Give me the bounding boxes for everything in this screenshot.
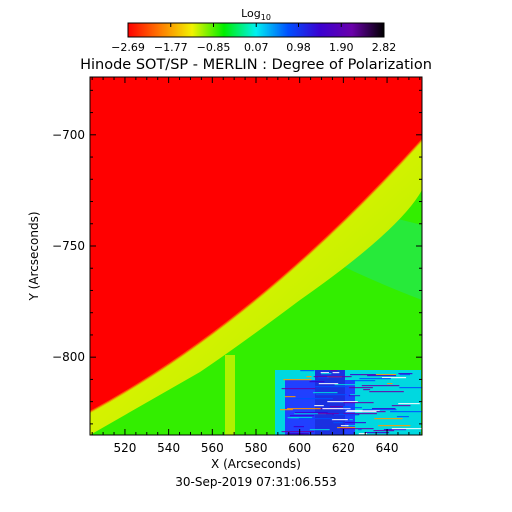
x-axis-title: X (Arcseconds) [211,457,301,471]
active-streak [358,429,362,430]
active-streak [291,417,299,418]
colorbar-tick-label: 2.82 [372,41,397,54]
active-streak [373,420,408,421]
x-tick-label: 580 [245,441,268,455]
active-streak [359,433,367,434]
active-streak [398,373,412,374]
active-streak [365,432,389,433]
active-streak [362,385,400,386]
active-streak [340,428,374,429]
active-streak [314,376,352,377]
timestamp: 30-Sep-2019 07:31:06.553 [175,475,337,489]
colorbar-tick-label: −2.69 [111,41,145,54]
active-streak [290,415,314,416]
active-streak [363,389,370,390]
region-active-core2 [315,370,345,435]
colorbar-tick-label: −0.85 [197,41,231,54]
active-streak [398,403,420,404]
active-streak [297,433,309,434]
active-streak [378,425,410,426]
colorbar-tick-label: −1.77 [154,41,188,54]
active-streak [333,372,340,373]
active-streak [301,398,333,399]
active-streak [345,422,366,423]
y-tick-label: −750 [52,239,85,253]
active-streak [367,375,396,376]
active-streak [344,402,374,403]
active-streak [332,419,348,420]
x-tick-label: 600 [288,441,311,455]
active-streak [299,418,334,419]
active-streak [397,416,409,417]
active-streak [315,386,348,387]
colorbar-tick-label: 1.90 [329,41,354,54]
colorbar-tick-label: 0.98 [286,41,311,54]
active-streak [310,381,325,382]
active-streak [285,396,296,397]
active-streak [346,411,377,412]
vertical-streak [225,355,235,435]
active-streak [280,373,287,374]
colorbar-tick-label: 0.07 [244,41,269,54]
active-streak [390,411,425,412]
active-streak [335,384,365,385]
active-streak [331,370,338,371]
active-streak [369,391,404,392]
active-streak [341,425,349,426]
active-streak [316,394,347,395]
active-streak [283,379,311,380]
x-tick-label: 520 [113,441,136,455]
y-axis-title: Y (Arcseconds) [27,211,41,301]
x-tick-label: 620 [332,441,355,455]
active-streak [352,380,375,381]
active-streak [321,373,331,374]
active-streak [399,387,424,388]
active-streak [282,431,315,432]
x-tick-label: 640 [376,441,399,455]
active-streak [314,405,324,406]
x-tick-label: 540 [157,441,180,455]
heatmap-image [90,77,427,435]
active-streak [350,394,384,395]
x-tick-label: 560 [201,441,224,455]
active-streak [330,406,343,407]
active-streak [363,409,397,410]
active-streak [333,422,342,423]
active-streak [306,376,311,377]
active-streak [300,370,314,371]
active-streak [318,413,339,414]
active-streak [282,388,316,389]
chart-title: Hinode SOT/SP - MERLIN : Degree of Polar… [80,57,432,73]
active-streak [313,392,337,393]
y-tick-label: −700 [52,128,85,142]
active-streak [294,426,304,427]
active-streak [359,378,391,379]
active-streak [387,383,392,384]
active-streak [349,419,352,420]
y-tick-label: −800 [52,350,85,364]
active-streak [374,418,402,419]
active-streak [319,383,338,384]
active-streak [349,387,373,388]
active-streak [343,406,349,407]
active-streak [287,408,321,409]
active-streak [392,405,411,406]
colorbar-label: Log10 [241,7,271,22]
active-streak [310,429,330,430]
